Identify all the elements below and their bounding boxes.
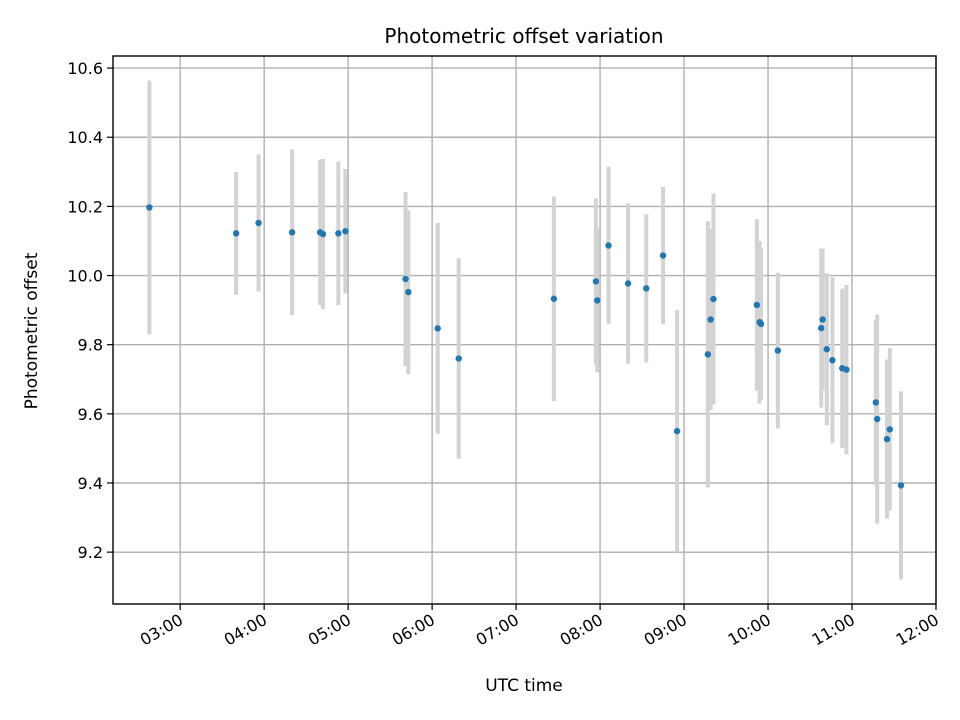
data-point (673, 427, 681, 435)
plot-frame (112, 55, 937, 605)
data-point (704, 351, 712, 358)
y-tick-label: 10.6 (67, 59, 103, 78)
data-point (643, 285, 650, 292)
y-tick-label: 10.0 (67, 267, 103, 286)
chart-title: Photometric offset variation (384, 24, 663, 48)
y-axis-label: Photometric offset (22, 252, 42, 409)
y-tick-label: 9.2 (78, 543, 103, 562)
grid (113, 56, 937, 604)
data-point (550, 295, 558, 302)
y-tick-label: 9.6 (78, 405, 103, 424)
data-point (455, 355, 462, 362)
data-point (774, 347, 782, 354)
data-point (819, 316, 826, 323)
data-point (707, 316, 714, 323)
data-point (897, 482, 905, 489)
data-point (886, 426, 894, 433)
data-point (232, 230, 240, 237)
y-tick-label: 10.4 (67, 128, 103, 147)
data-point (342, 228, 349, 235)
data-point (883, 435, 891, 443)
y-ticks: 9.2 9.4 9.6 9.8 10.0 10.2 10.4 10.6 (67, 59, 113, 562)
data-point (605, 242, 612, 249)
data-point (843, 366, 850, 373)
data-point (255, 219, 262, 227)
data-point (146, 204, 153, 211)
data-point (594, 297, 601, 304)
data-point (757, 320, 765, 328)
data-point (624, 280, 632, 287)
data-point (829, 357, 836, 364)
data-point (402, 275, 409, 283)
data-point (710, 295, 717, 303)
x-axis-label: UTC time (485, 676, 563, 696)
data-point (335, 230, 342, 237)
y-tick-label: 10.2 (67, 197, 103, 216)
y-tick-label: 9.8 (78, 336, 103, 355)
data-point (319, 230, 327, 238)
y-tick-label: 9.4 (78, 474, 103, 493)
data-point (405, 288, 412, 296)
data-point (659, 252, 667, 259)
data-point (288, 229, 296, 236)
markers (146, 204, 905, 489)
data-point (434, 325, 441, 332)
data-point (823, 345, 831, 353)
data-point (872, 399, 880, 406)
axes (112, 55, 937, 605)
data-point (753, 301, 761, 309)
data-point (592, 278, 600, 285)
data-point (818, 324, 825, 332)
data-point (874, 415, 881, 423)
